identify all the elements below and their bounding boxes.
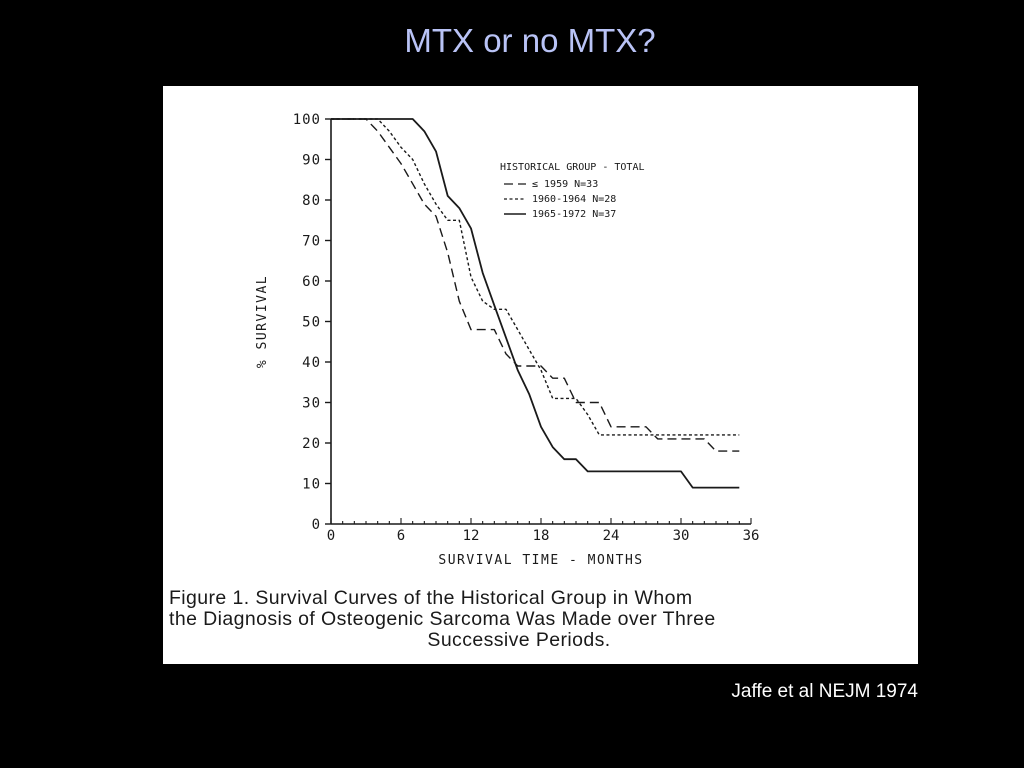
series-line-1 — [331, 118, 740, 452]
caption-line-3: Successive Periods. — [427, 629, 611, 651]
x-tick-label: 36 — [743, 528, 760, 544]
figure-image: 0 10 20 30 40 50 60 70 80 90 100 0 6 12 18 24 30 36 SURVIV… — [163, 86, 918, 664]
y-tick-label: 50 — [302, 315, 321, 331]
legend-title: HISTORICAL GROUP - TOTAL — [500, 162, 645, 173]
caption-line-2: the Diagnosis of Osteogenic Sarcoma Was … — [169, 608, 716, 630]
legend-item-label: ≤ 1959 N=33 — [532, 179, 598, 190]
x-tick-label: 18 — [533, 528, 550, 544]
y-tick-label: 0 — [312, 517, 321, 533]
y-tick-label: 40 — [302, 355, 321, 371]
survival-curves — [331, 118, 740, 489]
y-tick-label: 30 — [302, 396, 321, 412]
x-tick-label: 0 — [327, 528, 335, 544]
y-axis-label: % SURVIVAL — [255, 275, 270, 368]
figure-caption: Figure 1. Survival Curves of the Histori… — [169, 588, 909, 651]
x-tick-label: 30 — [673, 528, 690, 544]
x-tick-label: 24 — [603, 528, 620, 544]
y-tick-label: 70 — [302, 234, 321, 250]
survival-chart: 0 10 20 30 40 50 60 70 80 90 100 0 6 12 18 24 30 36 SURVIV… — [255, 112, 759, 568]
y-tick-label: 100 — [293, 112, 321, 128]
legend-item-label: 1960-1964 N=28 — [532, 194, 616, 205]
series-line-3 — [331, 118, 740, 489]
legend: HISTORICAL GROUP - TOTAL ≤ 1959 N=33 1960-… — [500, 162, 645, 220]
axes: 0 10 20 30 40 50 60 70 80 90 100 0 6 12 18 24 30 36 SURVIV… — [255, 112, 759, 568]
y-tick-label: 90 — [302, 153, 321, 169]
slide-title: MTX or no MTX? — [404, 22, 656, 59]
x-axis-label: SURVIVAL TIME - MONTHS — [438, 553, 643, 568]
caption-line-1: Figure 1. Survival Curves of the Histori… — [169, 587, 693, 609]
y-tick-label: 80 — [302, 193, 321, 209]
series-line-2 — [331, 118, 740, 436]
citation: Jaffe et al NEJM 1974 — [731, 681, 918, 702]
y-tick-label: 60 — [302, 274, 321, 290]
y-tick-label: 10 — [302, 477, 321, 493]
x-tick-label: 6 — [397, 528, 405, 544]
legend-item-label: 1965-1972 N=37 — [532, 209, 616, 220]
x-tick-label: 12 — [463, 528, 480, 544]
y-tick-label: 20 — [302, 436, 321, 452]
